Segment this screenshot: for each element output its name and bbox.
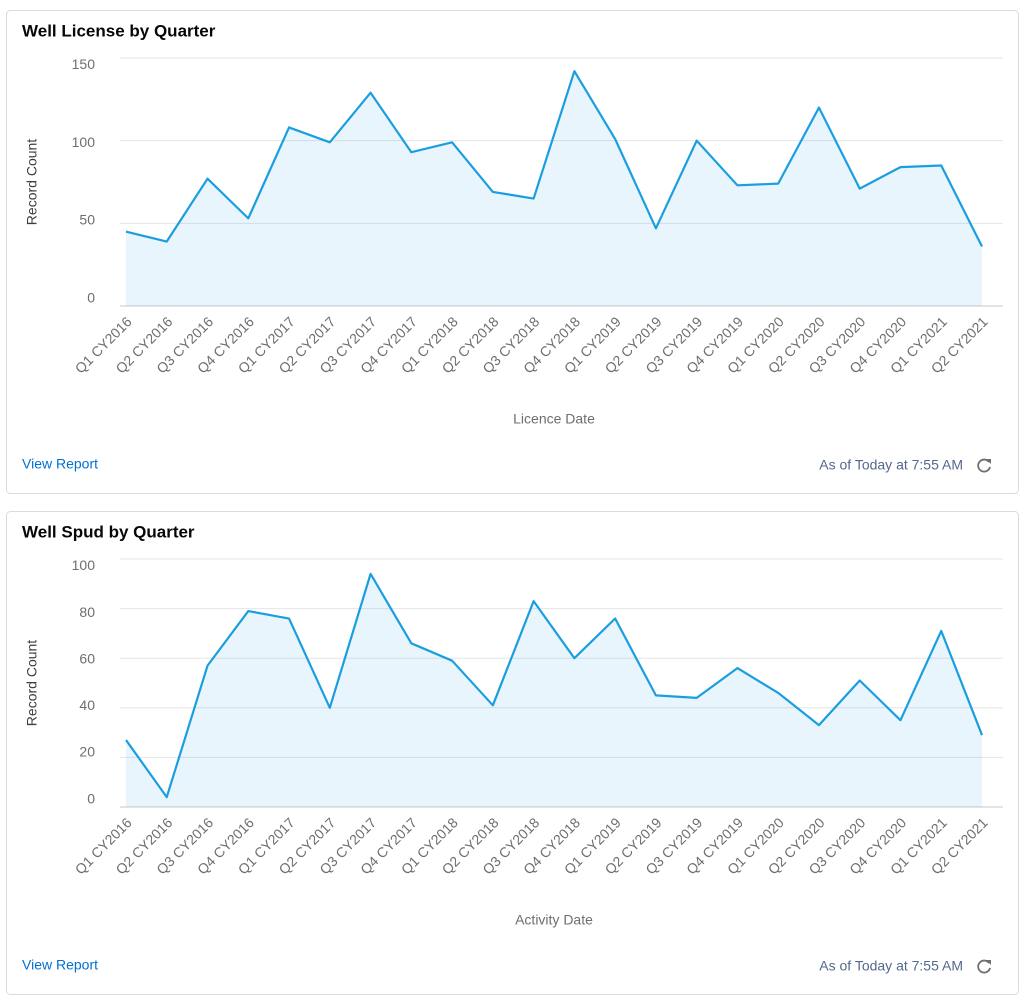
refresh-arrow — [986, 960, 991, 965]
y-tick-label: 40 — [79, 697, 95, 713]
card — [6, 10, 1019, 494]
card-title: Well Spud by Quarter — [22, 522, 195, 541]
y-axis-title: Record Count — [24, 640, 40, 726]
y-tick-label: 60 — [79, 650, 95, 666]
x-axis-title: Licence Date — [513, 411, 595, 427]
y-tick-label: 100 — [72, 557, 96, 573]
refresh-button[interactable] — [977, 458, 991, 473]
y-tick-label: 50 — [79, 212, 95, 228]
timestamp: As of Today at 7:55 AM — [819, 457, 963, 473]
card-title: Well License by Quarter — [22, 21, 216, 40]
y-tick-label: 20 — [79, 744, 95, 760]
area — [126, 573, 982, 807]
y-tick-label: 150 — [72, 56, 96, 72]
refresh-arrow — [986, 459, 991, 464]
y-tick-label: 0 — [87, 289, 95, 305]
y-tick-label: 0 — [87, 790, 95, 806]
refresh-icon — [977, 959, 991, 974]
line — [125, 572, 984, 799]
y-tick-label: 80 — [79, 604, 95, 620]
timestamp: As of Today at 7:55 AM — [819, 958, 963, 974]
view-report-link[interactable]: View Report — [22, 957, 98, 973]
line — [125, 70, 983, 247]
y-axis-title: Record Count — [24, 139, 40, 225]
card — [6, 511, 1019, 995]
x-axis-title: Activity Date — [515, 912, 593, 928]
y-tick-label: 100 — [72, 134, 96, 150]
view-report-link[interactable]: View Report — [22, 456, 98, 472]
refresh-icon — [977, 458, 991, 473]
refresh-button[interactable] — [977, 959, 991, 974]
